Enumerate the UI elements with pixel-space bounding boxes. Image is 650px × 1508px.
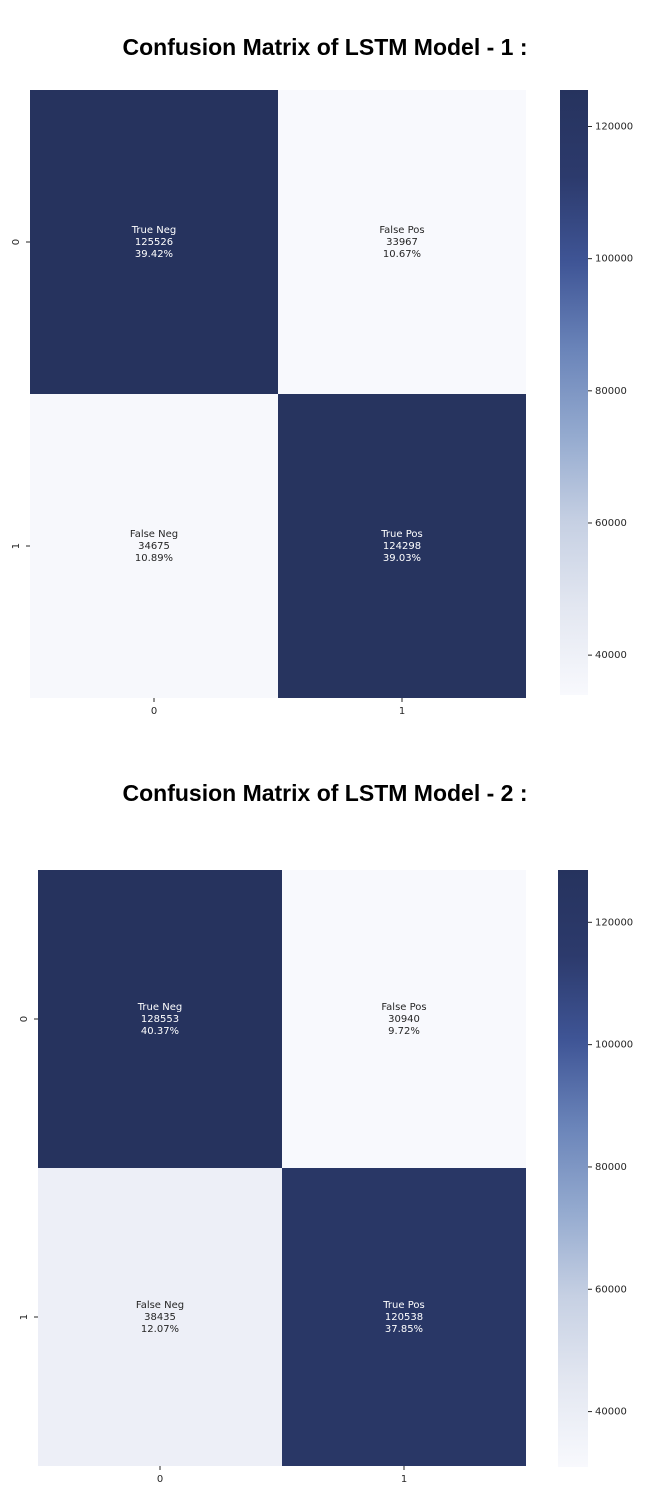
x-tick-label: 1	[399, 706, 405, 717]
cell-label: True Neg	[131, 225, 176, 236]
y-tick-label: 1	[19, 1314, 30, 1320]
cell-true-neg	[30, 90, 278, 394]
cell-percent: 39.03%	[383, 553, 421, 564]
cell-false-neg	[30, 394, 278, 698]
cell-count: 30940	[388, 1014, 420, 1025]
x-tick-label: 0	[157, 1474, 163, 1485]
colorbar-tick-label: 40000	[595, 1407, 627, 1418]
colorbar-tick-label: 60000	[595, 1284, 627, 1295]
cell-false-pos	[282, 870, 526, 1168]
cell-percent: 10.89%	[135, 553, 173, 564]
cell-count: 38435	[144, 1312, 176, 1323]
colorbar	[558, 870, 588, 1467]
colorbar-tick-label: 80000	[595, 1162, 627, 1173]
cell-label: False Neg	[130, 529, 178, 540]
cell-true-pos	[282, 1168, 526, 1466]
y-tick-label: 1	[11, 543, 22, 549]
colorbar-tick-label: 120000	[595, 122, 633, 133]
cell-count: 124298	[383, 541, 421, 552]
cell-true-neg	[38, 870, 282, 1168]
chart-title-1: Confusion Matrix of LSTM Model - 1 :	[122, 34, 528, 60]
cell-count: 125526	[135, 237, 173, 248]
colorbar-tick-label: 40000	[595, 650, 627, 661]
cell-label: True Neg	[137, 1002, 182, 1013]
cell-label: True Pos	[380, 529, 422, 540]
cell-false-pos	[278, 90, 526, 394]
cell-percent: 9.72%	[388, 1026, 420, 1037]
colorbar	[560, 90, 588, 695]
cell-count: 120538	[385, 1312, 423, 1323]
colorbar-tick-label: 100000	[595, 254, 633, 265]
cell-count: 33967	[386, 237, 418, 248]
y-tick-label: 0	[19, 1016, 30, 1022]
chart-title-2: Confusion Matrix of LSTM Model - 2 :	[122, 780, 528, 806]
x-tick-label: 0	[151, 706, 157, 717]
colorbar-tick-label: 120000	[595, 917, 633, 928]
cell-percent: 10.67%	[383, 249, 421, 260]
cell-percent: 39.42%	[135, 249, 173, 260]
colorbar-tick-label: 100000	[595, 1040, 633, 1051]
colorbar-tick-label: 60000	[595, 518, 627, 529]
y-tick-label: 0	[11, 239, 22, 245]
cell-label: False Pos	[379, 225, 424, 236]
x-tick-label: 1	[401, 1474, 407, 1485]
cell-label: False Neg	[136, 1300, 184, 1311]
cell-false-neg	[38, 1168, 282, 1466]
cell-percent: 40.37%	[141, 1026, 179, 1037]
cell-true-pos	[278, 394, 526, 698]
cell-count: 128553	[141, 1014, 179, 1025]
colorbar-tick-label: 80000	[595, 386, 627, 397]
cell-label: False Pos	[381, 1002, 426, 1013]
cell-label: True Pos	[382, 1300, 424, 1311]
cell-percent: 37.85%	[385, 1324, 423, 1335]
cell-percent: 12.07%	[141, 1324, 179, 1335]
cell-count: 34675	[138, 541, 170, 552]
